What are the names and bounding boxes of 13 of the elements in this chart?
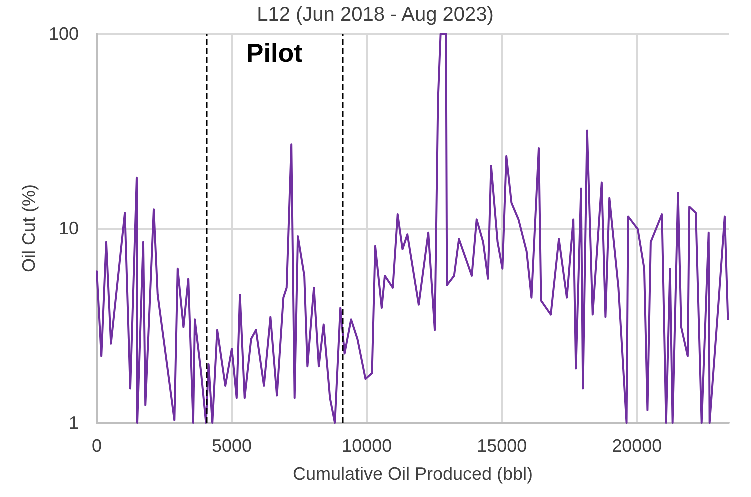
y-tick-label: 10 <box>58 218 79 238</box>
x-tick-label: 20000 <box>612 436 662 456</box>
chart-title: L12 (Jun 2018 - Aug 2023) <box>257 4 494 26</box>
x-tick-label: 5000 <box>212 436 252 456</box>
annotation: Pilot <box>246 38 304 68</box>
y-tick-label: 100 <box>48 24 79 44</box>
y-tick-label: 1 <box>68 413 79 433</box>
x-tick-label: 0 <box>92 436 102 456</box>
x-tick-label: 15000 <box>477 436 528 456</box>
x-axis-title: Cumulative Oil Produced (bbl) <box>292 464 534 484</box>
x-tick-label: 10000 <box>342 436 392 456</box>
y-axis-title: Oil Cut (%) <box>19 184 40 273</box>
line-series <box>96 33 730 424</box>
